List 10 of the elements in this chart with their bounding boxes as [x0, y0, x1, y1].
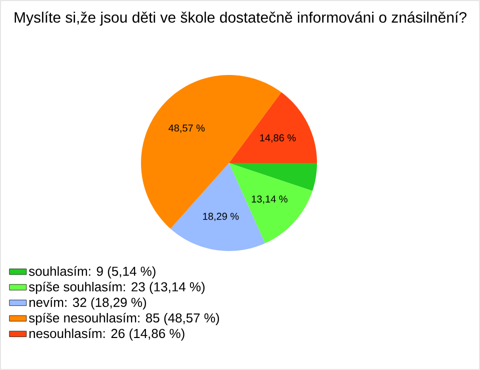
legend-label: nesouhlasím: 26 (14,86 %): [29, 328, 184, 341]
data-label: 13,14 %: [252, 195, 288, 204]
legend-label: souhlasím: 9 (5,14 %): [28, 266, 156, 278]
data-label: 14,86 %: [260, 134, 296, 143]
chart-title: Myslíte si,že jsou děti ve škole dostatečně informováni o znásilnění?: [14, 12, 466, 26]
legend-label: spíše souhlasím: 23 (13,14 %): [28, 282, 205, 294]
legend-label: spíše nesouhlasím: 85 (48,57 %): [28, 312, 219, 326]
data-label: 18,29 %: [203, 212, 239, 222]
data-label: 48,57 %: [168, 124, 205, 133]
legend-label: nevím: 32 (18,29 %): [29, 297, 146, 310]
